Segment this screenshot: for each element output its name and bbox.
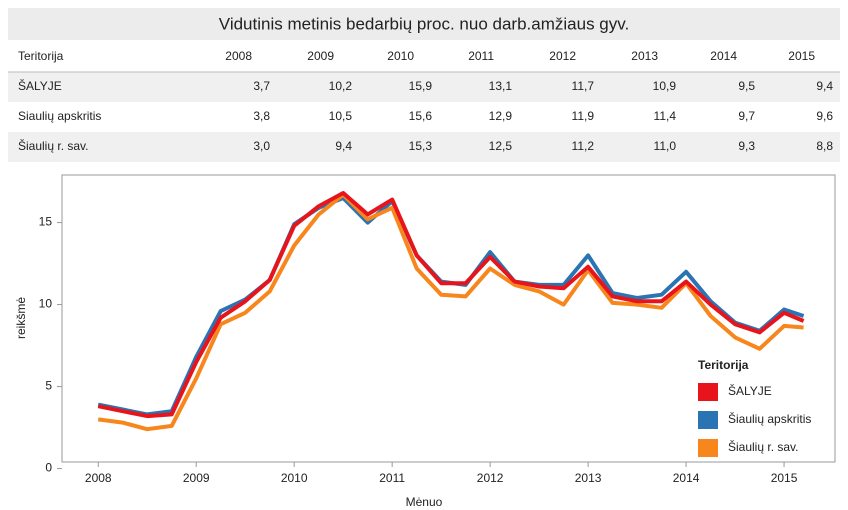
table-cell: 3,7 xyxy=(253,79,270,93)
table-cell: 12,5 xyxy=(489,139,513,153)
table-cell: 11,0 xyxy=(654,139,677,153)
table-header-cell: 2012 xyxy=(549,49,576,63)
plot-frame xyxy=(61,174,836,463)
x-tick-label: 2014 xyxy=(673,471,700,485)
legend-swatch xyxy=(698,383,718,401)
table-header-cell: Teritorija xyxy=(18,49,64,63)
table-header-cell: 2015 xyxy=(788,49,815,63)
table-header-cell: 2013 xyxy=(631,49,658,63)
row-band xyxy=(8,132,840,162)
table-header-cell: 2011 xyxy=(468,49,494,63)
y-tick-label: 15 xyxy=(39,215,53,229)
y-axis-label: reikšmė xyxy=(14,297,28,339)
y-tick-label: 0 xyxy=(45,461,52,475)
table-cell: 9,4 xyxy=(335,139,352,153)
legend-label: ŠALYJE xyxy=(728,383,772,398)
legend-swatch xyxy=(698,411,718,429)
table-cell: 9,7 xyxy=(738,109,755,123)
title-band xyxy=(8,8,840,40)
table-cell: 15,6 xyxy=(409,109,433,123)
x-axis-label: Mėnuo xyxy=(406,495,443,509)
table-cell: 10,5 xyxy=(329,109,353,123)
table-cell: 3,8 xyxy=(253,109,270,123)
x-tick-label: 2011 xyxy=(379,471,405,485)
table-title: Vidutinis metinis bedarbių proc. nuo dar… xyxy=(219,14,629,33)
legend-title: Teritorija xyxy=(698,358,749,372)
table-cell: 9,5 xyxy=(738,79,755,93)
y-tick-label: 10 xyxy=(39,297,53,311)
table-cell: Siaulių apskritis xyxy=(18,109,101,123)
series-line xyxy=(97,191,805,419)
table-cell: 10,9 xyxy=(653,79,677,93)
table-cell: 11,9 xyxy=(572,109,595,123)
table-header-cell: 2008 xyxy=(225,49,252,63)
series-line xyxy=(97,192,804,432)
table-header-cell: 2014 xyxy=(710,49,737,63)
table-cell: 9,3 xyxy=(738,139,755,153)
table-cell: 9,6 xyxy=(816,109,833,123)
legend-label: Šiaulių r. sav. xyxy=(728,439,798,454)
legend-label: Šiaulių apskritis xyxy=(728,411,811,426)
table-cell: 12,9 xyxy=(489,109,513,123)
row-band xyxy=(8,72,840,102)
table-cell: 3,0 xyxy=(253,139,270,153)
table-cell: 15,9 xyxy=(409,79,433,93)
table-cell: Šiaulių r. sav. xyxy=(18,138,88,153)
table-cell: ŠALYJE xyxy=(18,78,62,93)
table-cell: 15,3 xyxy=(409,139,433,153)
table-cell: 13,1 xyxy=(489,79,513,93)
table-cell: 11,2 xyxy=(572,139,595,153)
legend-swatch xyxy=(698,439,718,457)
table-cell: 10,2 xyxy=(329,79,353,93)
table-cell: 11,4 xyxy=(654,109,677,123)
x-tick-label: 2015 xyxy=(771,471,798,485)
table-header-cell: 2010 xyxy=(387,49,414,63)
x-tick-label: 2013 xyxy=(575,471,602,485)
table-cell: 11,7 xyxy=(572,79,595,93)
x-tick-label: 2010 xyxy=(281,471,308,485)
table-header-cell: 2009 xyxy=(307,49,334,63)
x-tick-label: 2008 xyxy=(85,471,112,485)
x-tick-label: 2012 xyxy=(477,471,504,485)
x-tick-label: 2009 xyxy=(183,471,210,485)
y-tick-label: 5 xyxy=(45,379,52,393)
table-cell: 9,4 xyxy=(816,79,833,93)
table-cell: 8,8 xyxy=(816,139,833,153)
